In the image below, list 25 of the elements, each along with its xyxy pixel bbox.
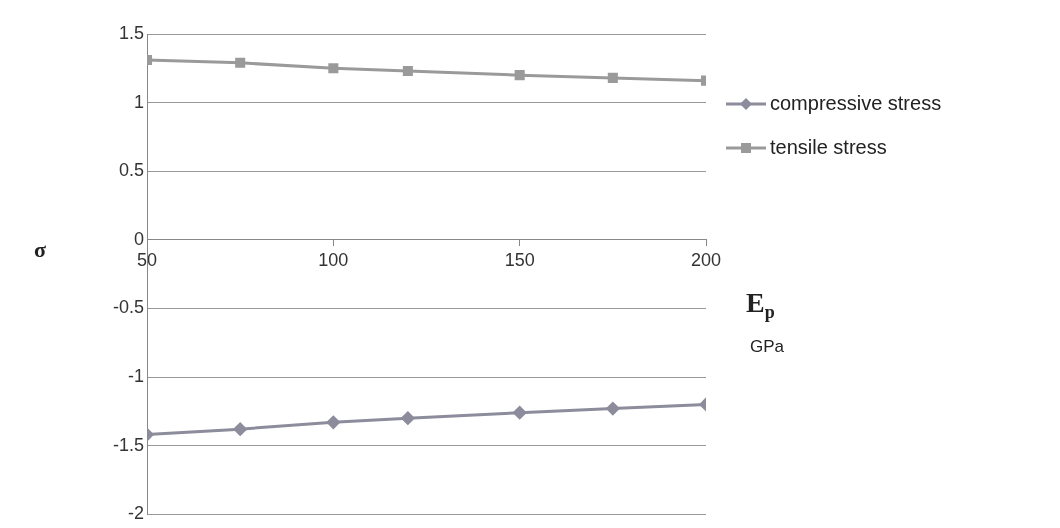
y-tick-label: 0: [134, 228, 145, 249]
text: GPa: [750, 337, 785, 357]
y-axis-title: σ: [34, 237, 47, 263]
point: [607, 72, 618, 83]
point: [513, 406, 527, 420]
y-tick-label: 1.5: [118, 22, 145, 43]
y-tick-label: 1: [134, 91, 145, 112]
x-tick-label: 200: [690, 249, 722, 270]
point: [606, 402, 620, 416]
point: [233, 422, 247, 436]
point: [326, 415, 340, 429]
point: [514, 70, 525, 81]
point: [328, 63, 339, 74]
legend-label: compressive stress: [770, 91, 942, 114]
y-tick-label: -2: [128, 503, 145, 524]
legend-label: tensile stress: [770, 135, 887, 158]
point: [401, 411, 415, 425]
y-tick-label: -1: [128, 365, 145, 386]
point: [402, 66, 413, 77]
x-tick-label: 150: [504, 249, 535, 270]
y-tick-label: -1.5: [112, 434, 145, 455]
y-tick-label: 0.5: [118, 160, 145, 181]
point: [235, 57, 246, 68]
x-tick-label: 100: [318, 249, 349, 270]
y-tick-label: -0.5: [112, 297, 145, 318]
